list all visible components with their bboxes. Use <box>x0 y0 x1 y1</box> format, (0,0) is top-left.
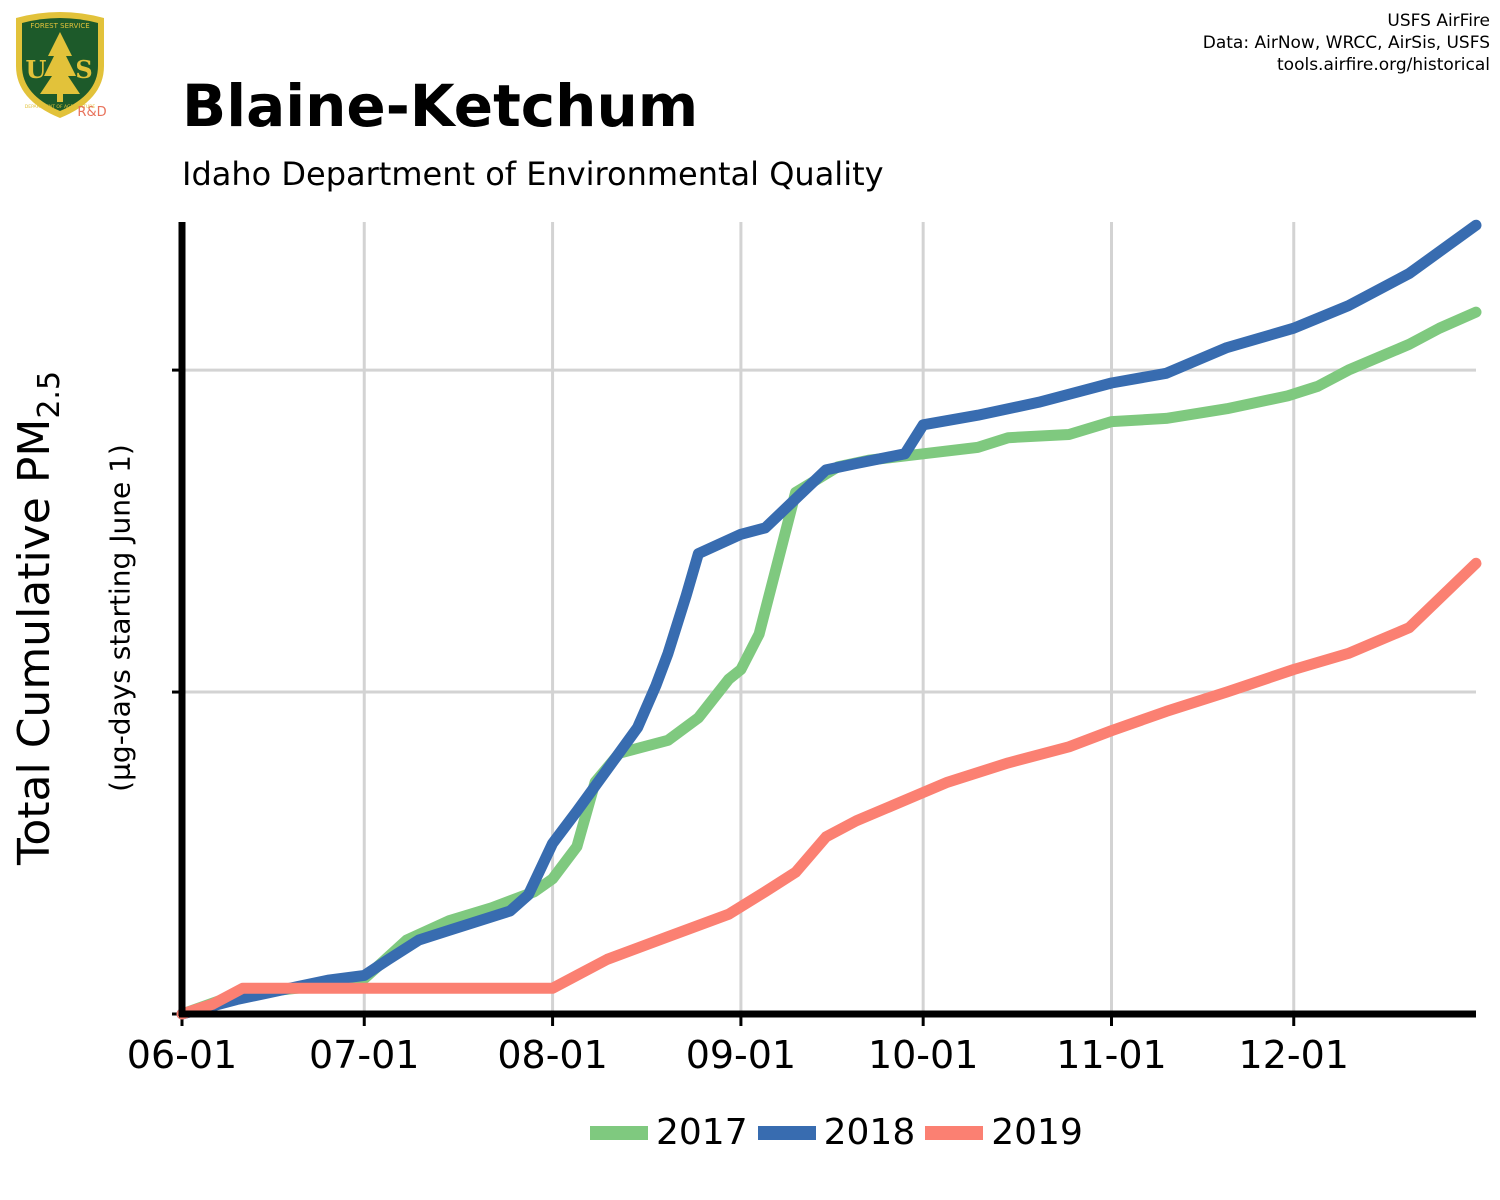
series-line-2018 <box>176 219 1482 1020</box>
legend-label-2017: 2017 <box>656 1112 748 1153</box>
x-tick-label-12-01: 12-01 <box>1239 1033 1349 1077</box>
legend-label-2019: 2019 <box>991 1112 1083 1153</box>
legend: 2017 2018 2019 <box>590 1112 1093 1153</box>
logo-bottom-text: DEPARTMENT OF AGRICULTURE <box>25 104 96 110</box>
logo-letter-u: U <box>26 55 47 84</box>
legend-swatch-2017 <box>590 1125 648 1140</box>
logo-badge: R&D <box>77 105 106 120</box>
logo-top-text: FOREST SERVICE <box>30 22 89 30</box>
credit-line-3: tools.airfire.org/historical <box>1277 55 1490 75</box>
logo-letter-s: S <box>75 55 92 84</box>
legend-item-2018: 2018 <box>757 1112 916 1153</box>
series-line-2017 <box>176 306 1482 1020</box>
x-tick-label-07-01: 07-01 <box>309 1033 419 1077</box>
usfs-shield-icon: U S FOREST SERVICE DEPARTMENT OF AGRICUL… <box>16 12 107 120</box>
credits: USFS AirFire Data: AirNow, WRCC, AirSis,… <box>1203 10 1490 76</box>
legend-item-2017: 2017 <box>590 1112 748 1153</box>
x-tick-label-08-01: 08-01 <box>497 1033 607 1077</box>
legend-item-2019: 2019 <box>925 1112 1083 1153</box>
legend-swatch-2018 <box>757 1125 816 1140</box>
x-tick-label-10-01: 10-01 <box>868 1033 978 1077</box>
legend-label-2018: 2018 <box>823 1112 916 1153</box>
page-subtitle: Idaho Department of Environmental Qualit… <box>182 155 884 193</box>
page-title: Blaine-Ketchum <box>182 72 699 140</box>
credit-line-1: USFS AirFire <box>1387 11 1490 31</box>
x-tick-label-11-01: 11-01 <box>1056 1033 1166 1077</box>
credit-line-2: Data: AirNow, WRCC, AirSis, USFS <box>1202 33 1490 53</box>
x-tick-label-06-01: 06-01 <box>127 1033 237 1077</box>
x-tick-label-09-01: 09-01 <box>686 1033 796 1077</box>
series-line-2019 <box>176 557 1482 1020</box>
legend-swatch-2019 <box>925 1125 984 1140</box>
